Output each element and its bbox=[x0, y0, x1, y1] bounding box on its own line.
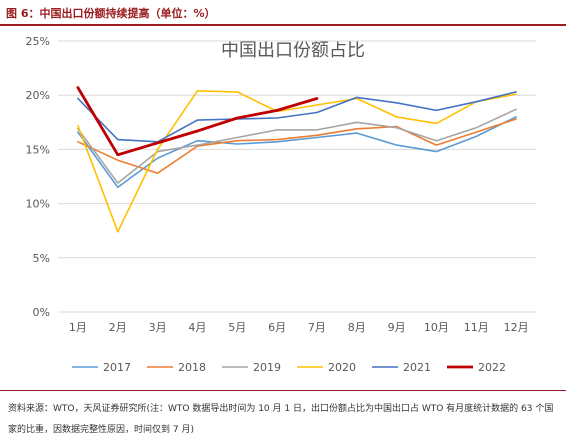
source-note: 资料来源：WTO，天风证券研究所(注：WTO 数据导出时间为 10 月 1 日，… bbox=[8, 404, 554, 435]
y-tick-label: 20% bbox=[26, 89, 50, 102]
legend-label: 2022 bbox=[478, 361, 506, 374]
series-line-2022 bbox=[76, 86, 319, 157]
y-axis-ticks: 0% 5% 10% 15% 20% 25% bbox=[26, 35, 50, 319]
x-tick-label: 2月 bbox=[109, 321, 127, 334]
x-tick-label: 1月 bbox=[69, 321, 87, 334]
legend-label: 2021 bbox=[403, 361, 431, 374]
x-tick-label: 5月 bbox=[228, 321, 246, 334]
legend-label: 2019 bbox=[253, 361, 281, 374]
y-tick-label: 5% bbox=[33, 252, 50, 265]
series-line-2020 bbox=[77, 90, 517, 233]
y-tick-label: 15% bbox=[26, 143, 50, 156]
line-chart: 中国出口份额占比 0% 5% 10% 15% 20% 25% 1月 2月 3月 4月 5月 6月 7月… bbox=[26, 35, 536, 374]
x-tick-label: 10月 bbox=[424, 321, 449, 334]
series-line-2018 bbox=[77, 118, 517, 174]
figure-caption: 图 6：中国出口份额持续提高（单位：%） bbox=[6, 7, 216, 20]
legend-label: 2018 bbox=[178, 361, 206, 374]
series-line-2021 bbox=[77, 91, 517, 143]
legend-label: 2017 bbox=[103, 361, 131, 374]
x-tick-label: 3月 bbox=[149, 321, 167, 334]
y-tick-label: 10% bbox=[26, 198, 50, 211]
figure-header: 图 6：中国出口份额持续提高（单位：%） bbox=[0, 0, 566, 26]
x-tick-label: 4月 bbox=[188, 321, 206, 334]
y-tick-label: 25% bbox=[26, 35, 50, 48]
legend: 2017 2018 2019 2020 2021 2022 bbox=[72, 361, 506, 374]
x-tick-label: 11月 bbox=[464, 321, 489, 334]
x-tick-label: 12月 bbox=[504, 321, 529, 334]
gridlines bbox=[58, 40, 536, 313]
x-axis-ticks: 1月 2月 3月 4月 5月 6月 7月 8月 9月 10月 11月 12月 bbox=[69, 321, 529, 334]
y-tick-label: 0% bbox=[33, 306, 50, 319]
figure-footer: 资料来源：WTO，天风证券研究所(注：WTO 数据导出时间为 10 月 1 日，… bbox=[0, 390, 566, 435]
series-line-2019 bbox=[77, 108, 517, 184]
x-tick-label: 6月 bbox=[268, 321, 286, 334]
x-tick-label: 9月 bbox=[388, 321, 406, 334]
series-lines bbox=[76, 86, 517, 233]
chart-title: 中国出口份额占比 bbox=[221, 40, 365, 61]
x-tick-label: 8月 bbox=[348, 321, 366, 334]
legend-label: 2020 bbox=[328, 361, 356, 374]
x-tick-label: 7月 bbox=[308, 321, 326, 334]
